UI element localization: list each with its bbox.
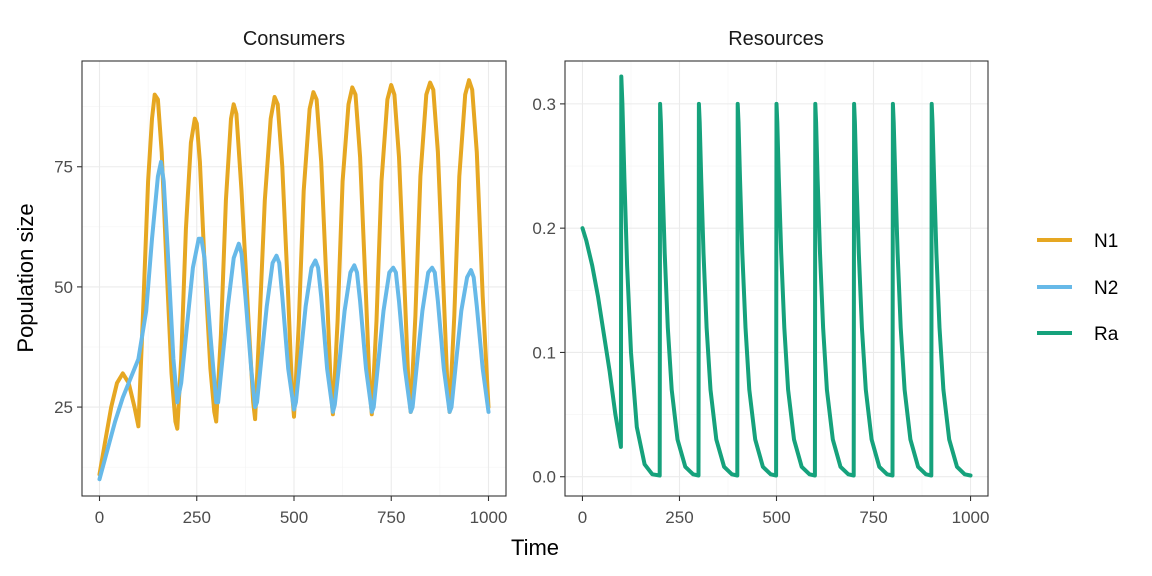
resources-panel-title: Resources — [728, 28, 824, 50]
resources-panel: Resources 0 250 500 750 1000 0.0 0.1 0.2 0.3 — [532, 28, 989, 527]
series-line-n2 — [97, 159, 491, 482]
consumers-panel-title: Consumers — [243, 28, 345, 50]
consumers-x-tick-label: 500 — [280, 508, 308, 527]
x-axis-title: Time — [511, 535, 559, 560]
y-axis-title: Population size — [13, 203, 38, 352]
legend: N1 N2 Ra — [1037, 231, 1119, 345]
resources-x-tick-label: 500 — [762, 508, 790, 527]
consumers-series-group — [97, 78, 491, 482]
consumers-axis-ticks: 0 250 500 750 1000 25 50 75 — [54, 158, 507, 527]
consumers-y-tick-label: 75 — [54, 158, 73, 177]
consumers-x-tick-label: 250 — [183, 508, 211, 527]
resources-y-tick-label: 0.1 — [532, 343, 556, 362]
legend-label-n2: N2 — [1094, 278, 1118, 299]
legend-label-ra: Ra — [1094, 324, 1119, 345]
resources-y-tick-label: 0.2 — [532, 219, 556, 238]
consumers-y-tick-label: 25 — [54, 398, 73, 417]
series-line-ra — [580, 74, 973, 478]
legend-label-n1: N1 — [1094, 231, 1118, 252]
consumers-x-tick-label: 750 — [377, 508, 405, 527]
resources-y-tick-label: 0.3 — [532, 95, 556, 114]
resources-x-tick-label: 750 — [859, 508, 887, 527]
resources-x-tick-label: 1000 — [952, 508, 990, 527]
consumers-x-tick-label: 0 — [95, 508, 104, 527]
resources-x-tick-label: 0 — [578, 508, 587, 527]
resources-y-tick-label: 0.0 — [532, 468, 556, 487]
consumers-x-tick-label: 1000 — [470, 508, 508, 527]
consumers-panel: Consumers 0 250 500 750 1000 25 50 75 — [54, 28, 507, 527]
resources-x-tick-label: 250 — [665, 508, 693, 527]
resources-axis-ticks: 0 250 500 750 1000 0.0 0.1 0.2 0.3 — [532, 95, 989, 527]
consumers-y-tick-label: 50 — [54, 278, 73, 297]
resources-series-group — [580, 74, 973, 478]
